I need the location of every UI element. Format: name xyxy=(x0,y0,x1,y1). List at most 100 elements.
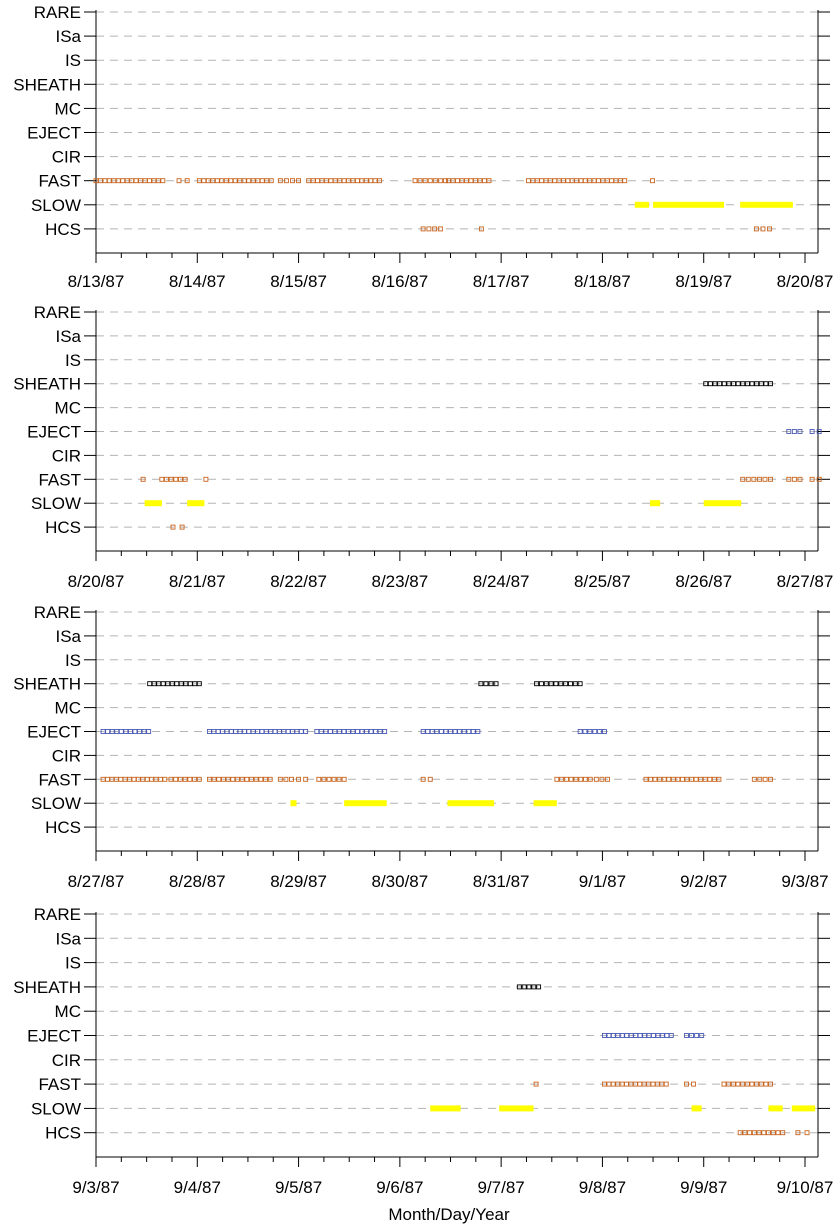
fast-interval xyxy=(554,776,593,782)
hcs-marker xyxy=(795,1130,801,1136)
sheath-marker xyxy=(156,681,162,687)
fast-marker xyxy=(258,776,264,782)
fast-marker xyxy=(565,178,571,184)
sheath-marker xyxy=(754,381,760,387)
fast-interval xyxy=(526,178,628,184)
hcs-marker xyxy=(753,226,759,232)
fast-marker xyxy=(129,178,135,184)
category-label-fast: FAST xyxy=(38,470,81,489)
fast-marker xyxy=(184,178,190,184)
sheath-marker xyxy=(192,681,198,687)
fast-marker xyxy=(205,178,211,184)
fast-interval xyxy=(100,776,168,782)
fast-marker xyxy=(206,776,212,782)
fast-marker xyxy=(140,476,146,482)
eject-marker xyxy=(655,1033,661,1038)
fast-marker xyxy=(740,1081,746,1087)
x-tick-label: 8/28/87 xyxy=(169,872,226,891)
hcs-marker xyxy=(432,226,438,232)
fast-marker xyxy=(296,776,302,782)
fast-interval xyxy=(316,776,347,782)
eject-marker xyxy=(420,729,426,734)
eject-marker xyxy=(346,729,351,734)
fast-marker xyxy=(277,776,283,782)
category-label-fast: FAST xyxy=(38,770,81,789)
fast-marker xyxy=(533,1081,539,1087)
fast-marker xyxy=(187,776,193,782)
fast-marker xyxy=(486,178,492,184)
fast-marker xyxy=(422,178,428,184)
eject-marker xyxy=(425,729,431,734)
eject-marker xyxy=(452,729,458,734)
eject-interval xyxy=(314,729,388,734)
fast-marker xyxy=(691,1081,697,1087)
fast-interval xyxy=(93,178,166,184)
fast-marker xyxy=(221,776,226,782)
fast-marker xyxy=(711,776,717,782)
sheath-marker xyxy=(563,681,569,687)
eject-marker xyxy=(466,729,472,734)
fast-marker xyxy=(578,776,584,782)
sheath-marker xyxy=(712,381,718,387)
eject-marker xyxy=(637,1033,643,1038)
slow-bar xyxy=(791,1105,816,1112)
hcs-marker xyxy=(760,226,766,232)
category-label-hcs: HCS xyxy=(45,220,81,239)
fast-marker xyxy=(455,178,460,184)
fast-marker xyxy=(768,1081,774,1087)
fast-marker xyxy=(756,476,762,482)
fast-marker xyxy=(754,1081,760,1087)
x-tick-label: 8/16/87 xyxy=(371,272,428,291)
hcs-marker xyxy=(737,1130,743,1136)
fast-marker xyxy=(657,776,663,782)
fast-marker xyxy=(211,776,217,782)
fast-marker xyxy=(259,178,265,184)
eject-marker xyxy=(382,729,388,734)
fast-marker xyxy=(331,776,337,782)
fast-interval xyxy=(168,776,202,782)
eject-marker xyxy=(797,429,803,434)
fast-marker xyxy=(622,178,628,184)
category-label-isa: ISa xyxy=(55,929,81,948)
fast-marker xyxy=(702,776,708,782)
fast-interval xyxy=(602,1081,669,1087)
eject-interval xyxy=(206,729,309,734)
eject-marker xyxy=(619,1033,625,1038)
fast-marker xyxy=(751,476,757,482)
category-label-cir: CIR xyxy=(52,1051,81,1070)
slow-bar xyxy=(344,800,387,807)
hcs-marker xyxy=(766,1130,771,1136)
sheath-marker xyxy=(568,681,573,687)
fast-interval xyxy=(721,1081,774,1087)
eject-interval xyxy=(100,729,152,734)
eject-marker xyxy=(123,729,129,734)
category-label-isa: ISa xyxy=(55,327,81,346)
eject-marker xyxy=(272,729,278,734)
fast-marker xyxy=(102,178,108,184)
eject-marker xyxy=(429,729,435,734)
fast-interval xyxy=(809,476,822,482)
sheath-marker xyxy=(536,984,542,990)
fast-marker xyxy=(225,776,231,782)
fast-marker xyxy=(164,476,169,482)
eject-marker xyxy=(610,1033,616,1038)
category-label-mc: MC xyxy=(55,1002,81,1021)
fast-marker xyxy=(442,178,448,184)
sheath-marker xyxy=(196,681,202,687)
category-label-isa: ISa xyxy=(55,627,81,646)
fast-marker xyxy=(290,178,295,184)
hcs-marker xyxy=(770,1130,776,1136)
fast-marker xyxy=(253,776,259,782)
fast-marker xyxy=(599,776,605,782)
fast-marker xyxy=(105,776,110,782)
fast-marker xyxy=(552,178,558,184)
x-tick-label: 9/8/87 xyxy=(579,1178,626,1197)
fast-interval xyxy=(740,476,746,482)
sheath-marker xyxy=(572,681,578,687)
fast-marker xyxy=(131,776,137,782)
category-label-slow: SLOW xyxy=(31,1099,81,1118)
slow-bar xyxy=(634,201,650,208)
x-tick-label: 9/4/87 xyxy=(174,1178,221,1197)
fast-marker xyxy=(250,178,256,184)
eject-interval xyxy=(786,429,803,434)
